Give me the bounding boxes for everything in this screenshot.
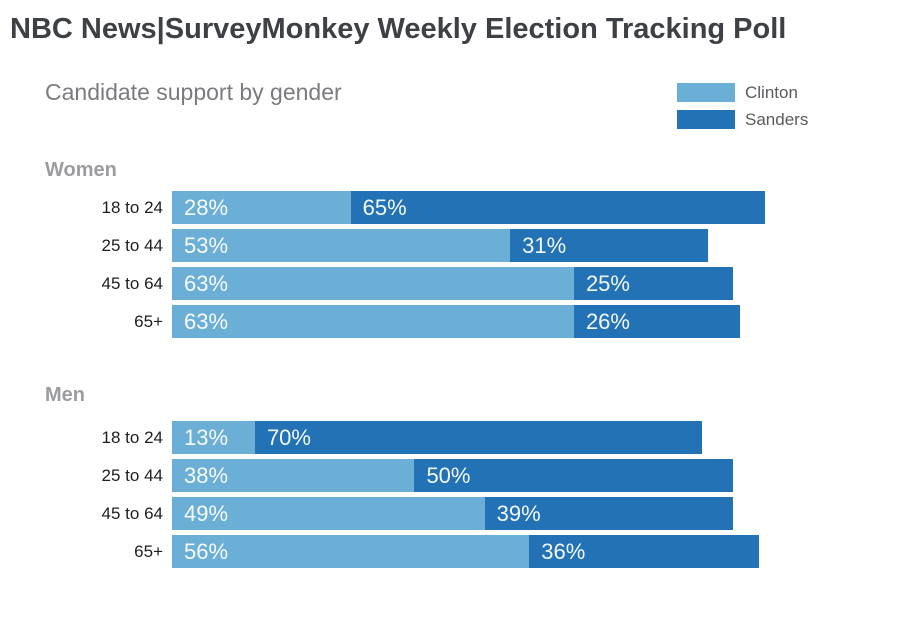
bar-row-women-18-to-24: 18 to 24 28% 65% — [0, 191, 900, 224]
age-label-45-to-64: 45 to 64 — [101, 274, 163, 293]
group-label-men: Men — [45, 384, 85, 406]
legend-label-sanders: Sanders — [745, 110, 809, 129]
bar-value-label: 65% — [362, 195, 407, 220]
bar-value-label: 38% — [184, 463, 229, 488]
bar-segment-clinton: 56% — [172, 535, 530, 568]
bar-value-label: 36% — [541, 539, 586, 564]
age-label-25-to-44: 25 to 44 — [101, 466, 163, 485]
bar-row-men-45-to-64: 45 to 64 49% 39% — [0, 497, 900, 530]
bar-value-label: 49% — [184, 501, 229, 526]
age-label-18-to-24: 18 to 24 — [101, 198, 163, 217]
age-label-45-to-64: 45 to 64 — [101, 504, 163, 523]
legend-item-sanders: Sanders — [677, 110, 808, 129]
bar-value-label: 28% — [184, 195, 229, 220]
bar-value-label: 26% — [585, 309, 630, 334]
legend-label-clinton: Clinton — [745, 83, 798, 102]
bar-value-label: 56% — [184, 539, 229, 564]
bar-segment-clinton: 38% — [172, 459, 415, 492]
bar-value-label: 53% — [184, 233, 229, 258]
bar-row-women-45-to-64: 45 to 64 63% 25% — [0, 267, 900, 300]
bar-segment-sanders: 36% — [529, 535, 759, 568]
bar-value-label: 31% — [522, 233, 567, 258]
bar-segment-clinton: 49% — [172, 497, 485, 530]
age-label-25-to-44: 25 to 44 — [101, 236, 163, 255]
legend-swatch-clinton — [677, 83, 735, 102]
bar-segment-clinton: 28% — [172, 191, 351, 224]
page-title: NBC News|SurveyMonkey Weekly Election Tr… — [10, 13, 787, 45]
bar-value-label: 70% — [266, 425, 311, 450]
bar-value-label: 50% — [426, 463, 471, 488]
legend-swatch-sanders — [677, 110, 735, 129]
bar-segment-clinton: 53% — [172, 229, 511, 262]
age-label-18-to-24: 18 to 24 — [101, 428, 163, 447]
bar-segment-sanders: 65% — [350, 191, 766, 224]
bar-row-men-25-to-44: 25 to 44 38% 50% — [0, 459, 900, 492]
age-label-65: 65+ — [134, 542, 163, 561]
bar-segment-sanders: 70% — [254, 421, 702, 454]
age-label-65: 65+ — [134, 312, 163, 331]
bar-segment-clinton: 63% — [172, 267, 574, 300]
bar-value-label: 63% — [184, 271, 229, 296]
legend: Clinton Sanders — [677, 83, 808, 137]
bar-value-label: 39% — [496, 501, 541, 526]
bar-value-label: 25% — [585, 271, 630, 296]
bar-row-women-65: 65+ 63% 26% — [0, 305, 900, 338]
bar-row-men-65: 65+ 56% 36% — [0, 535, 900, 568]
bar-value-label: 63% — [184, 309, 229, 334]
bar-segment-sanders: 50% — [414, 459, 734, 492]
bar-value-label: 13% — [184, 425, 229, 450]
legend-item-clinton: Clinton — [677, 83, 808, 102]
bar-segment-sanders: 39% — [484, 497, 734, 530]
group-label-women: Women — [45, 159, 117, 181]
bar-segment-sanders: 26% — [573, 305, 740, 338]
bar-segment-clinton: 13% — [172, 421, 255, 454]
bar-segment-clinton: 63% — [172, 305, 574, 338]
bar-row-women-25-to-44: 25 to 44 53% 31% — [0, 229, 900, 262]
bar-segment-sanders: 31% — [510, 229, 708, 262]
bar-row-men-18-to-24: 18 to 24 13% 70% — [0, 421, 900, 454]
chart-subtitle: Candidate support by gender — [45, 79, 342, 105]
bar-segment-sanders: 25% — [573, 267, 734, 300]
